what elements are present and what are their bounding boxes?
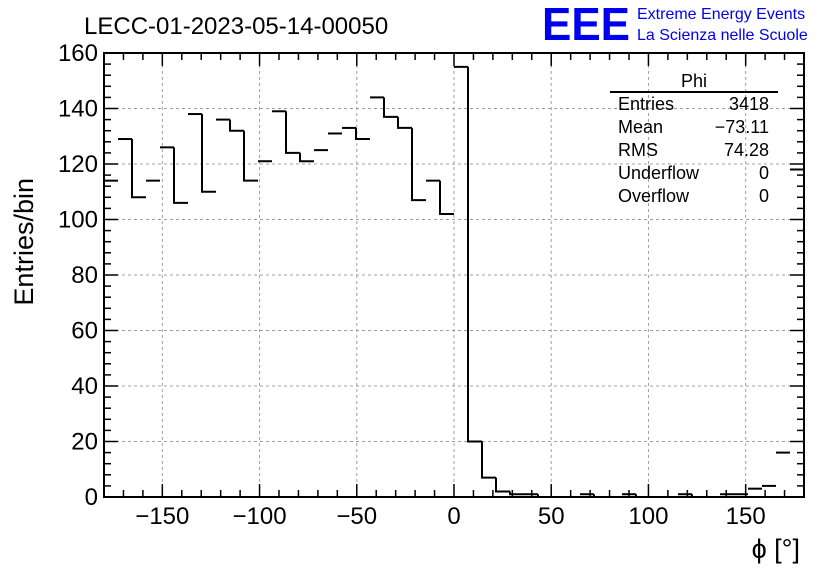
- x-tick-label: 100: [628, 503, 668, 530]
- histogram-bin: [383, 97, 398, 118]
- histogram-bin: [790, 168, 805, 497]
- stats-row-value: 0: [759, 186, 769, 206]
- x-tick-label: 150: [726, 503, 766, 530]
- histogram-bin: [243, 130, 258, 182]
- x-tick-label: −100: [233, 503, 287, 530]
- y-tick-label: 100: [58, 207, 98, 234]
- stats-box-title: Phi: [681, 71, 707, 91]
- y-tick-label: 60: [71, 318, 98, 345]
- eee-logo: EEE Extreme Energy Events La Scienza nel…: [542, 0, 808, 50]
- y-tick-label: 40: [71, 373, 98, 400]
- logo-line-1: Extreme Energy Events: [637, 6, 805, 23]
- histogram-bin: [285, 111, 300, 154]
- histogram-bin: [229, 119, 244, 132]
- y-tick-label: 20: [71, 429, 98, 456]
- stats-row-label: Mean: [618, 117, 663, 137]
- histogram-bars: [104, 65, 805, 498]
- histogram-bin: [439, 180, 454, 215]
- stats-row-value: 0: [759, 163, 769, 183]
- y-tick-label: 0: [85, 484, 98, 511]
- stats-row-label: RMS: [618, 140, 658, 160]
- histogram-bin: [411, 127, 426, 202]
- histogram-bin: [173, 147, 188, 204]
- stats-row-label: Entries: [618, 94, 674, 114]
- stats-row-value: −73.11: [715, 117, 769, 137]
- stats-box: Phi Entries 3418 Mean −73.11 RMS 74.28 Underfl…: [610, 71, 778, 206]
- histogram-bin: [467, 66, 482, 443]
- tick-labels: −150 −100 −50 0 50 100 150 0 20 40 60 80 100 120 140 16…: [58, 40, 766, 530]
- x-axis-title: ϕ [°]: [752, 534, 800, 564]
- stats-row-value: 3418: [729, 94, 769, 114]
- y-tick-label: 160: [58, 40, 98, 67]
- histogram-bin: [131, 139, 146, 199]
- logo-line-2: La Scienza nelle Scuole: [637, 27, 808, 44]
- y-axis-title: Entries/bin: [9, 178, 39, 306]
- chart-title: LECC-01-2023-05-14-00050: [84, 13, 388, 40]
- y-tick-label: 80: [71, 262, 98, 289]
- x-tick-label: 50: [538, 503, 565, 530]
- y-tick-label: 140: [58, 96, 98, 123]
- histogram-bin: [481, 441, 496, 479]
- axis-ticks: [104, 52, 804, 498]
- histogram-bin: [397, 116, 412, 129]
- eee-logo-mark: EEE: [542, 0, 630, 50]
- x-tick-label: 0: [447, 503, 460, 530]
- histogram-bin: [299, 152, 314, 163]
- histogram-bin: [201, 114, 216, 193]
- stats-rows: Entries 3418 Mean −73.11 RMS 74.28 Underflow 0 O…: [618, 94, 769, 206]
- x-tick-label: −150: [135, 503, 189, 530]
- histogram-bin: [495, 477, 510, 493]
- x-tick-label: −50: [336, 503, 377, 530]
- histogram-bin: [355, 127, 370, 141]
- stats-row-value: 74.28: [724, 140, 769, 160]
- y-tick-label: 120: [58, 151, 98, 178]
- stats-row-label: Overflow: [618, 186, 690, 206]
- histogram-bin: [509, 491, 524, 496]
- grid-lines: [104, 52, 804, 497]
- stats-row-label: Underflow: [618, 163, 700, 183]
